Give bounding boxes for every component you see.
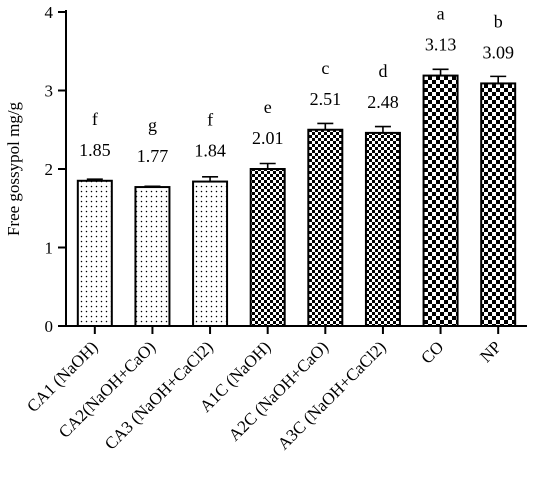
bars-group: 1.85 f 1.77 g 1.84 f 2.01 e 2.51 c 2.48 d 3.13 a 3.09 b (76, 4, 517, 327)
y-tick-label: 0 (45, 317, 54, 336)
value-label: 2.01 (252, 128, 284, 148)
value-label: 1.77 (137, 146, 169, 166)
x-tick-label: CA3 (NaOH+CaCl2) (101, 337, 217, 453)
y-tick-label: 4 (45, 3, 54, 22)
value-label: 2.51 (310, 89, 342, 109)
bar (480, 82, 517, 327)
x-tick-label: CA2(NaOH+CaO) (55, 337, 159, 441)
bar (192, 180, 229, 327)
y-axis-ticks: 0 1 2 3 4 (45, 3, 66, 336)
value-label: 3.09 (482, 42, 514, 62)
x-tick-label: NP (476, 337, 505, 366)
significance-letter: a (437, 4, 445, 24)
bar (422, 74, 459, 327)
bar (307, 128, 344, 327)
x-axis-tick-labels: CA1 (NaOH)CA2(NaOH+CaO)CA3 (NaOH+CaCl2)A… (23, 326, 505, 453)
y-tick-label: 3 (45, 82, 54, 101)
y-tick-label: 1 (45, 239, 54, 258)
significance-letter: e (264, 97, 272, 117)
y-axis-label: Free gossypol mg/g (4, 101, 23, 236)
bar (134, 186, 171, 327)
y-tick-label: 2 (45, 160, 54, 179)
bar (249, 168, 286, 327)
significance-letter: c (321, 58, 329, 78)
value-label: 2.48 (367, 92, 399, 112)
x-tick-label: A3C (NaOH+CaCl2) (274, 337, 390, 453)
significance-letter: d (378, 61, 387, 81)
bar (76, 179, 113, 327)
significance-letter: b (494, 11, 503, 31)
value-label: 3.13 (425, 35, 457, 55)
bar (364, 131, 401, 327)
x-tick-label: A2C (NaOH+CaO) (225, 337, 332, 444)
value-label: 1.85 (79, 140, 111, 160)
significance-letter: f (207, 110, 213, 130)
value-label: 1.84 (194, 141, 226, 161)
x-tick-label: CO (417, 337, 447, 367)
significance-letter: f (92, 109, 98, 129)
significance-letter: g (148, 115, 157, 135)
